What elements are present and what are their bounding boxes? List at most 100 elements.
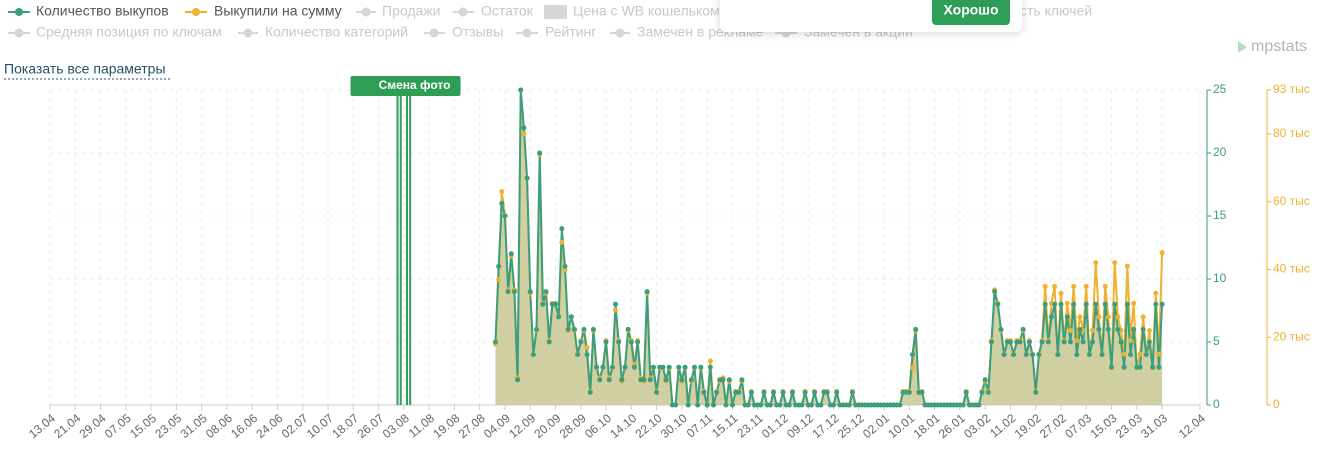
point [748,389,754,395]
popup-button-label[interactable]: Хорошо [943,2,998,18]
point [963,389,969,395]
point [1045,339,1051,345]
x-tick-label: 13.04 [26,411,58,441]
point [913,326,919,332]
point [1026,339,1032,345]
x-tick-label: 10.01 [885,411,917,441]
point [726,377,732,383]
point [1090,327,1096,333]
legend-item[interactable]: Средняя позиция по ключам [36,24,222,40]
legend-item[interactable]: Цена с WB кошельком [573,3,720,19]
point [704,402,710,408]
point [1105,314,1111,320]
point [663,377,669,383]
legend-marker [192,8,200,16]
point [654,389,660,395]
point [834,389,840,395]
point [552,301,558,307]
point [511,289,517,295]
y2-tick-label: 60 тыс [1273,194,1310,208]
point [714,389,720,395]
point [647,377,653,383]
x-tick-label: 15.03 [1088,411,1120,441]
legend-item[interactable]: Остаток [481,3,534,19]
point [995,301,1001,307]
point [777,402,783,408]
legend-marker [15,8,23,16]
point [515,377,521,383]
point [802,389,808,395]
point [660,364,666,370]
legend-item[interactable]: сть ключей [1020,3,1092,19]
legend-item[interactable]: Продажи [382,3,440,19]
x-tick-label: 07.11 [684,411,716,441]
point [998,326,1004,332]
x-tick-label: 26.01 [936,411,968,441]
point [729,402,735,408]
y-tick-label: 5 [1213,334,1220,348]
y2-tick-label: 0 [1273,397,1280,411]
popup-button[interactable] [932,0,1010,25]
point [543,289,549,295]
show-params-link[interactable]: Показать все параметры [4,61,166,77]
point [761,389,767,395]
point [1159,301,1165,307]
point [824,389,830,395]
point [619,377,625,383]
x-tick-label: 12.04 [1176,411,1208,441]
legend-marker [243,28,253,38]
legend-marker [361,7,371,17]
point [556,314,562,320]
point [1086,352,1092,358]
point [1112,260,1118,266]
point [812,389,818,395]
point [1020,326,1026,332]
point [584,344,590,350]
x-tick-label: 19.02 [1012,411,1044,441]
point [1153,290,1159,296]
x-tick-label: 07.03 [1062,411,1094,441]
point [739,377,745,383]
legend-item[interactable]: Выкупили на сумму [214,3,342,19]
point [1150,364,1156,370]
point [1146,339,1152,345]
point [710,402,716,408]
point [524,175,530,181]
point [1036,352,1042,358]
point [1096,326,1102,332]
point [1109,364,1115,370]
point [505,289,511,295]
point [603,339,609,345]
point [789,389,795,395]
x-tick-label: 07.05 [102,411,134,441]
x-tick-label: 16.06 [228,411,260,441]
point [600,364,606,370]
popup: Хорошо [720,0,1022,32]
x-tick-label: 03.08 [380,411,412,441]
point [992,289,998,295]
point [1121,364,1127,370]
legend-item[interactable]: Количество выкупов [36,3,169,19]
annotation-label: Смена фото [379,78,451,92]
point [1064,314,1070,320]
point [1074,338,1080,344]
point [590,326,596,332]
point [799,402,805,408]
point [521,131,527,137]
legend-item[interactable]: Рейтинг [545,24,596,40]
point [1156,364,1162,370]
point [818,402,824,408]
legend-item[interactable]: Количество категорий [265,24,408,40]
x-tick-label: 27.08 [456,411,488,441]
point [521,125,527,131]
legend-item[interactable]: Отзывы [452,24,503,40]
point [780,389,786,395]
point [1140,314,1146,320]
legend-marker [14,28,24,38]
point [770,389,776,395]
point [622,364,628,370]
point [1067,339,1073,345]
point [1042,301,1048,307]
point [906,389,912,395]
x-tick-label: 04.09 [481,411,513,441]
